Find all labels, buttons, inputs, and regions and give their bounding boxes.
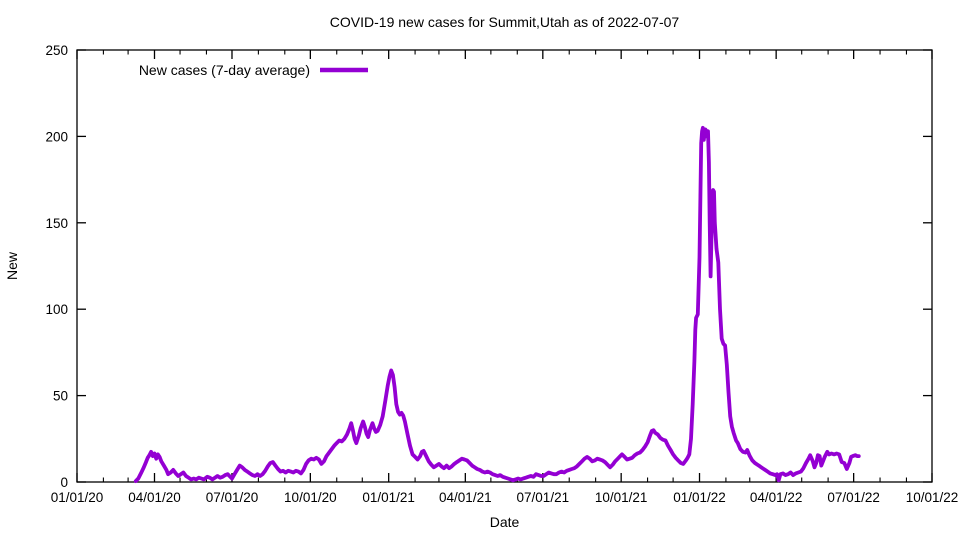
y-tick-label: 250	[45, 43, 68, 58]
x-tick-label: 07/01/20	[206, 490, 259, 505]
plot-border	[76, 49, 933, 483]
y-tick-label: 50	[53, 389, 68, 404]
x-axis-label: Date	[490, 514, 520, 530]
y-tick-label: 0	[60, 475, 68, 490]
x-tick-label: 10/01/21	[595, 490, 648, 505]
x-tick-label: 04/01/21	[439, 490, 492, 505]
x-tick-label: 01/01/21	[362, 490, 415, 505]
chart-title: COVID-19 new cases for Summit,Utah as of…	[330, 14, 680, 30]
data-line	[133, 125, 861, 484]
y-tick-label: 200	[45, 129, 68, 144]
x-tick-label: 07/01/21	[517, 490, 570, 505]
legend-label: New cases (7-day average)	[139, 62, 310, 78]
y-tick-label: 150	[45, 216, 68, 231]
x-tick-label: 04/01/20	[128, 490, 181, 505]
x-tick-label: 10/01/22	[906, 490, 959, 505]
y-axis-label: New	[4, 251, 20, 280]
x-tick-label: 01/01/22	[673, 490, 726, 505]
y-tick-label: 100	[45, 302, 68, 317]
x-tick-label: 10/01/20	[284, 490, 337, 505]
x-tick-label: 01/01/20	[51, 490, 104, 505]
x-tick-label: 07/01/22	[827, 490, 880, 505]
x-tick-label: 04/01/22	[750, 490, 803, 505]
